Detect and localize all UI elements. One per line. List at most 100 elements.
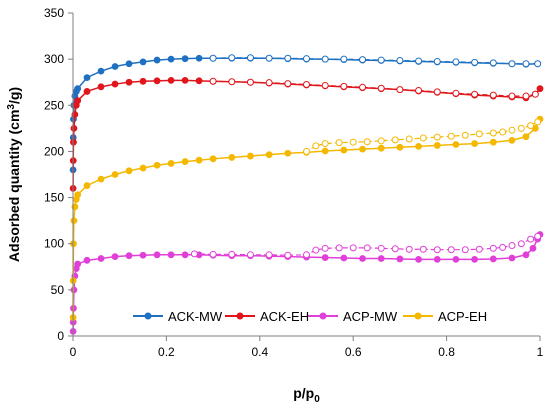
legend-marker: [236, 312, 244, 320]
x-axis-label: p/p0: [293, 385, 320, 405]
x-tick-group: 0 0.2 0.4 0.6 0.8 1: [70, 336, 544, 359]
adsorption-point: [181, 55, 189, 63]
desorption-point: [312, 142, 320, 150]
desorption-point: [321, 244, 329, 252]
adsorption-point: [195, 156, 203, 164]
adsorption-point: [396, 143, 404, 151]
adsorption-point: [83, 88, 91, 95]
adsorption-point: [508, 254, 516, 262]
legend: ACK-MW ACK-EH ACP-MW ACP-EH: [133, 309, 487, 324]
desorption-point: [405, 135, 413, 143]
series-acp-mw: [69, 231, 544, 335]
adsorption-point: [452, 256, 460, 263]
desorption-point: [228, 78, 236, 86]
adsorption-point: [153, 251, 161, 259]
desorption-point: [461, 246, 469, 254]
desorption-point: [508, 242, 516, 250]
x-tick-label: 0.2: [158, 345, 175, 359]
series-ack-eh: [69, 76, 544, 192]
adsorption-point: [97, 175, 105, 183]
desorption-point: [452, 89, 460, 97]
desorption-point: [452, 58, 460, 66]
desorption-point: [447, 246, 455, 254]
adsorption-point: [74, 191, 82, 199]
y-axis-label-sup: 3: [6, 104, 17, 110]
adsorption-point: [153, 161, 161, 169]
desorption-point: [363, 138, 371, 146]
adsorption-point: [83, 74, 91, 81]
adsorption-point: [125, 78, 133, 86]
desorption-point: [396, 86, 404, 94]
y-axis-label: Adsorbed quantity (cm3/g): [6, 87, 22, 262]
desorption-point: [391, 136, 399, 144]
series-acp-eh: [69, 115, 544, 321]
legend-item-ack-eh: ACK-EH: [225, 309, 309, 324]
x-tick-label: 1: [537, 345, 544, 359]
desorption-point: [335, 244, 343, 252]
legend-label: ACK-EH: [260, 309, 309, 324]
desorption-point: [340, 82, 348, 90]
desorption-point: [246, 78, 254, 86]
desorption-point: [534, 60, 542, 68]
adsorption-point: [153, 77, 161, 85]
desorption-point: [508, 126, 516, 134]
adsorption-point: [247, 152, 254, 160]
desorption-point: [433, 57, 441, 65]
desorption-point: [527, 235, 535, 243]
legend-label: ACP-MW: [343, 309, 398, 324]
y-axis-label-main: Adsorbed quantity (cm: [6, 110, 22, 262]
adsorption-point: [97, 255, 105, 262]
adsorption-point: [181, 76, 189, 84]
adsorption-point: [125, 60, 133, 68]
desorption-point: [522, 92, 530, 100]
desorption-point: [534, 118, 542, 126]
desorption-point: [447, 132, 455, 140]
y-tick-group: 0 50 100 150 200 250 300 350: [44, 6, 73, 343]
desorption-point: [415, 87, 423, 95]
desorption-point: [433, 246, 441, 254]
desorption-point: [433, 133, 441, 141]
desorption-point: [517, 124, 525, 132]
desorption-point: [475, 130, 483, 138]
adsorption-point: [74, 85, 82, 93]
legend-item-ack-mw: ACK-MW: [133, 309, 223, 324]
adsorption-point: [433, 256, 441, 263]
legend-marker: [414, 312, 422, 320]
adsorption-point: [139, 77, 147, 85]
desorption-point: [499, 243, 507, 251]
adsorption-point: [167, 251, 175, 259]
adsorption-line: [72, 79, 541, 189]
x-tick-label: 0.6: [345, 345, 362, 359]
adsorption-point: [284, 149, 292, 157]
adsorption-point: [167, 160, 175, 167]
desorption-point: [391, 245, 399, 253]
desorption-point: [209, 250, 217, 258]
adsorption-point: [489, 255, 497, 263]
desorption-point: [284, 54, 292, 62]
y-tick-label: 300: [44, 52, 64, 66]
axes-layer: 0 0.2 0.4 0.6 0.8 1 0 50 100 150 200 250 300 350: [44, 6, 544, 359]
legend-item-acp-eh: ACP-EH: [403, 309, 487, 324]
adsorption-point: [529, 244, 537, 252]
adsorption-point: [111, 80, 119, 88]
adsorption-point: [97, 67, 105, 75]
desorption-point: [377, 84, 385, 92]
desorption-point: [405, 245, 413, 253]
adsorption-point: [125, 252, 133, 260]
desorption-point: [419, 134, 427, 142]
legend-item-acp-mw: ACP-MW: [308, 309, 398, 324]
desorption-point: [508, 92, 516, 100]
adsorption-point: [536, 85, 544, 93]
desorption-point: [359, 83, 367, 91]
desorption-point: [321, 81, 329, 89]
desorption-point: [228, 54, 236, 62]
desorption-point: [377, 244, 385, 252]
desorption-point: [499, 128, 507, 136]
adsorption-point: [377, 144, 385, 152]
desorption-point: [265, 251, 273, 259]
desorption-point: [190, 250, 198, 258]
adsorption-point: [74, 260, 82, 268]
marks-layer: [69, 54, 544, 335]
